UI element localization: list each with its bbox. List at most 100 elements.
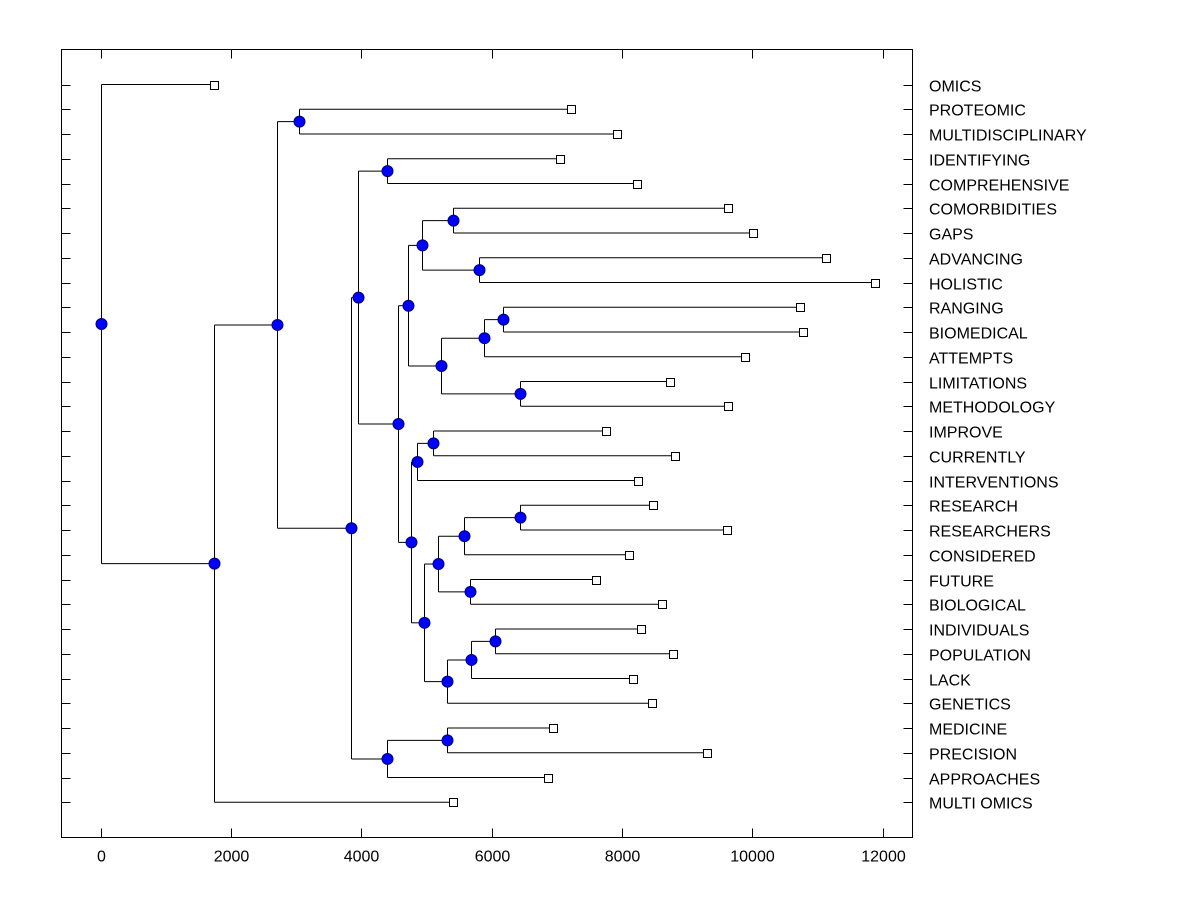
merge-node bbox=[411, 455, 424, 468]
leaf-label: ADVANCING bbox=[929, 252, 1023, 269]
leaf-label: GAPS bbox=[929, 227, 973, 244]
merge-node bbox=[381, 752, 394, 765]
merge-node bbox=[381, 165, 394, 178]
merge-node bbox=[441, 734, 454, 747]
leaf-label: INDIVIDUALS bbox=[929, 623, 1029, 640]
dendrogram-nodes bbox=[95, 115, 527, 765]
leaf-label: LACK bbox=[929, 673, 971, 690]
leaf-label: CURRENTLY bbox=[929, 450, 1026, 467]
x-axis: 0 2000 4000 6000 8000 10000 12000 bbox=[97, 49, 906, 866]
leaf-marker bbox=[592, 576, 601, 585]
leaf-label: OMICS bbox=[929, 79, 981, 96]
leaf-label: PRECISION bbox=[929, 747, 1017, 764]
dendrogram-leaves bbox=[210, 81, 880, 807]
merge-node bbox=[95, 318, 108, 331]
leaf-label: CONSIDERED bbox=[929, 549, 1036, 566]
merge-node bbox=[441, 675, 454, 688]
leaf-marker bbox=[633, 180, 642, 189]
leaf-label: FUTURE bbox=[929, 574, 994, 591]
leaf-marker bbox=[799, 328, 808, 337]
x-tick-label: 8000 bbox=[605, 849, 641, 866]
x-tick-label: 12000 bbox=[861, 849, 906, 866]
leaf-marker bbox=[613, 130, 622, 139]
leaf-marker bbox=[549, 724, 558, 733]
leaf-marker bbox=[671, 452, 680, 461]
leaf-marker bbox=[822, 254, 831, 263]
leaf-marker bbox=[629, 675, 638, 684]
merge-node bbox=[416, 239, 429, 252]
leaf-marker bbox=[666, 378, 675, 387]
leaf-label: MULTIDISCIPLINARY bbox=[929, 128, 1087, 145]
leaf-label: HOLISTIC bbox=[929, 277, 1003, 294]
dendrogram-links bbox=[101, 84, 876, 803]
leaf-label: INTERVENTIONS bbox=[929, 475, 1059, 492]
leaf-marker bbox=[602, 427, 611, 436]
leaf-label: IMPROVE bbox=[929, 425, 1003, 442]
leaf-label: METHODOLOGY bbox=[929, 400, 1056, 417]
x-tick-label: 10000 bbox=[730, 849, 775, 866]
merge-node bbox=[418, 616, 431, 629]
leaf-label: BIOMEDICAL bbox=[929, 326, 1028, 343]
leaf-label: RANGING bbox=[929, 301, 1004, 318]
leaf-marker bbox=[648, 699, 657, 708]
leaf-marker bbox=[567, 105, 576, 114]
merge-node bbox=[514, 511, 527, 524]
leaf-marker bbox=[556, 155, 565, 164]
leaf-marker bbox=[723, 526, 732, 535]
leaf-label: IDENTIFYING bbox=[929, 153, 1030, 170]
leaf-marker bbox=[658, 600, 667, 609]
leaf-label: PROTEOMIC bbox=[929, 103, 1026, 120]
merge-node bbox=[345, 522, 358, 535]
merge-node bbox=[464, 585, 477, 598]
leaf-marker bbox=[724, 402, 733, 411]
leaf-label: RESEARCH bbox=[929, 499, 1018, 516]
merge-node bbox=[402, 299, 415, 312]
leaf-marker bbox=[871, 279, 880, 288]
merge-node bbox=[489, 635, 502, 648]
y-axis-ticks bbox=[61, 85, 913, 803]
leaf-labels: OMICS PROTEOMIC MULTIDISCIPLINARY IDENTIFYI… bbox=[929, 79, 1087, 813]
merge-node bbox=[271, 318, 284, 331]
x-tick-label: 0 bbox=[97, 849, 106, 866]
leaf-marker bbox=[741, 353, 750, 362]
leaf-label: COMORBIDITIES bbox=[929, 202, 1057, 219]
x-tick-label: 2000 bbox=[214, 849, 250, 866]
leaf-label: GENETICS bbox=[929, 697, 1011, 714]
merge-node bbox=[447, 214, 460, 227]
leaf-marker bbox=[649, 501, 658, 510]
leaf-marker bbox=[724, 204, 733, 213]
leaf-marker bbox=[637, 625, 646, 634]
merge-node bbox=[432, 558, 445, 571]
x-tick-label: 6000 bbox=[475, 849, 511, 866]
merge-node bbox=[514, 387, 527, 400]
leaf-marker bbox=[703, 749, 712, 758]
leaf-marker bbox=[634, 477, 643, 486]
leaf-marker bbox=[669, 650, 678, 659]
leaf-label: RESEARCHERS bbox=[929, 524, 1051, 541]
leaf-label: MULTI OMICS bbox=[929, 796, 1033, 813]
leaf-label: LIMITATIONS bbox=[929, 376, 1027, 393]
leaf-label: APPROACHES bbox=[929, 772, 1040, 789]
x-tick-label: 4000 bbox=[344, 849, 380, 866]
merge-node bbox=[478, 332, 491, 345]
merge-node bbox=[293, 115, 306, 128]
merge-node bbox=[458, 530, 471, 543]
merge-node bbox=[435, 360, 448, 373]
leaf-marker bbox=[544, 774, 553, 783]
merge-node bbox=[497, 313, 510, 326]
leaf-marker bbox=[449, 798, 458, 807]
plot-frame bbox=[61, 49, 913, 838]
merge-node bbox=[352, 291, 365, 304]
leaf-label: MEDICINE bbox=[929, 722, 1007, 739]
merge-node bbox=[405, 536, 418, 549]
leaf-marker bbox=[749, 229, 758, 238]
leaf-label: BIOLOGICAL bbox=[929, 598, 1026, 615]
merge-node bbox=[392, 418, 405, 431]
leaf-label: COMPREHENSIVE bbox=[929, 178, 1069, 195]
merge-node bbox=[473, 264, 486, 277]
leaf-marker bbox=[796, 303, 805, 312]
leaf-label: POPULATION bbox=[929, 648, 1031, 665]
merge-node bbox=[465, 653, 478, 666]
merge-node bbox=[208, 557, 221, 570]
